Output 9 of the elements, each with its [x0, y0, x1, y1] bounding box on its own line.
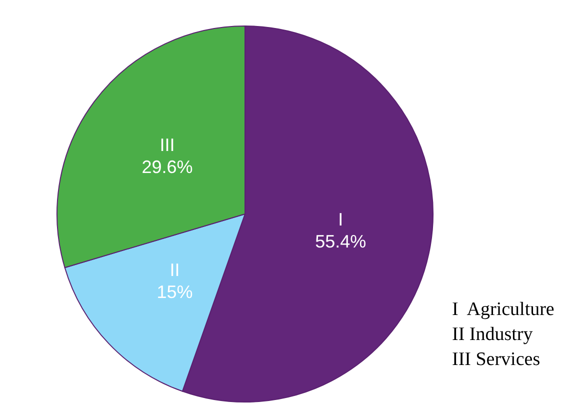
slice-label: II	[170, 260, 180, 280]
data-label: 29.6%	[142, 157, 193, 178]
data-label: 15%	[156, 282, 193, 302]
text: II Industry	[452, 324, 534, 345]
data-label: 55.4%	[315, 231, 366, 252]
slice-label: I	[338, 209, 344, 230]
text: III Services	[452, 349, 540, 370]
text: I Agriculture	[452, 299, 554, 320]
slice-label: III	[160, 135, 175, 156]
